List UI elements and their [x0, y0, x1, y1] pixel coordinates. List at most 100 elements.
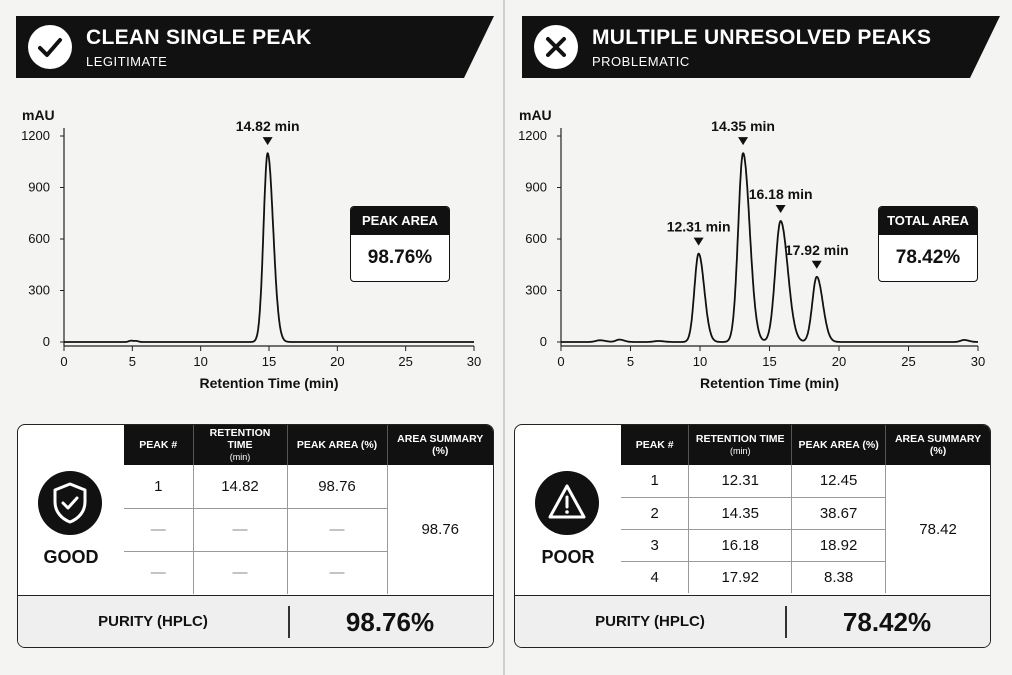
- column-header-area-summary: AREA SUMMARY (%): [387, 425, 493, 465]
- y-tick-label: 300: [28, 283, 50, 298]
- peak-marker: [738, 137, 749, 146]
- banner-background: [522, 16, 1000, 78]
- total-area-box: TOTAL AREA 78.42%: [878, 206, 978, 282]
- total-area-value: 78.42%: [895, 247, 961, 268]
- banner-title: MULTIPLE UNRESOLVED PEAKS: [592, 26, 932, 49]
- column-header-peak: PEAK #: [621, 425, 690, 465]
- signal-trace: [63, 152, 475, 343]
- x-tick-label: 0: [60, 354, 67, 369]
- y-tick-label: 1200: [21, 128, 50, 143]
- status-banner: CLEAN SINGLE PEAK LEGITIMATE: [16, 16, 494, 78]
- cell-peak-area: 18.92: [791, 529, 887, 562]
- y-tick-label: 0: [43, 334, 50, 349]
- cell-peak-area: 38.67: [791, 497, 887, 530]
- cell-peak-area: —: [287, 508, 388, 552]
- results-summary-card: GOOD PEAK # RETENTION TIME (min) PEAK ARE…: [17, 424, 494, 648]
- column-header-retention-time: RETENTION TIME (min): [688, 425, 793, 465]
- peak-table: PEAK # RETENTION TIME (min) PEAK AREA (%)…: [621, 425, 990, 593]
- purity-row: PURITY (HPLC) 98.76%: [18, 595, 493, 647]
- peak-area-box: PEAK AREA 98.76%: [350, 206, 450, 282]
- y-tick-label: 1200: [518, 128, 547, 143]
- peak-area-label: PEAK AREA: [351, 207, 449, 235]
- column-header-peak-area: PEAK AREA (%): [791, 425, 887, 465]
- peak-label: 14.82 min: [236, 118, 300, 134]
- status-banner: MULTIPLE UNRESOLVED PEAKS PROBLEMATIC: [522, 16, 1000, 78]
- column-header-retention-time: RETENTION TIME (min): [193, 425, 288, 465]
- purity-value: 78.42%: [842, 607, 932, 637]
- x-axis-label: Retention Time (min): [200, 375, 339, 391]
- table-row: — — —: [124, 551, 493, 594]
- x-tick-label: 10: [193, 354, 207, 369]
- rt-header-unit: (min): [729, 446, 751, 456]
- column-header-area-summary: AREA SUMMARY (%): [885, 425, 990, 465]
- table-header-row: PEAK # RETENTION TIME (min) PEAK AREA (%)…: [621, 425, 990, 465]
- y-tick-label: 900: [28, 180, 50, 195]
- banner-subtitle: PROBLEMATIC: [592, 54, 690, 69]
- table-row: 1 14.82 98.76 98.76: [124, 465, 493, 538]
- cell-area-summary: 98.76: [421, 521, 460, 538]
- table-row: 4 17.92 8.38: [621, 561, 990, 593]
- peak-label: 14.35 min: [711, 118, 775, 134]
- status-label: GOOD: [43, 547, 99, 567]
- y-axis-label: mAU: [22, 107, 55, 123]
- panel-divider: [503, 0, 505, 675]
- x-tick-label: 30: [467, 354, 481, 369]
- warning-icon: [535, 471, 599, 535]
- banner-subtitle: LEGITIMATE: [86, 54, 168, 69]
- status-label: POOR: [541, 547, 595, 567]
- status-indicator: GOOD: [18, 425, 124, 595]
- y-tick-label: 900: [525, 180, 547, 195]
- cell-retention-time: 17.92: [688, 561, 793, 593]
- results-summary-card: POOR PEAK # RETENTION TIME (min) PEAK ARE…: [514, 424, 991, 648]
- x-tick-label: 0: [557, 354, 564, 369]
- table-row: 3 16.18 18.92: [621, 529, 990, 562]
- cell-peak: 1: [124, 465, 194, 509]
- cell-peak: —: [124, 551, 194, 594]
- left-panel: CLEAN SINGLE PEAK LEGITIMATE 0 300 600 900 1…: [16, 16, 494, 648]
- cell-retention-time: —: [193, 551, 288, 594]
- y-tick-label: 600: [28, 231, 50, 246]
- chromatogram-chart: 0 300 600 900 1200 0 5 10 15 20 25 30 mAU Retention T…: [21, 107, 481, 391]
- cell-retention-time: —: [193, 508, 288, 552]
- peak-label: 17.92 min: [785, 242, 849, 258]
- x-tick-label: 25: [901, 354, 915, 369]
- cell-retention-time: 14.82: [193, 465, 288, 509]
- x-axis-label: Retention Time (min): [700, 375, 839, 391]
- peak-label: 16.18 min: [749, 186, 813, 202]
- y-tick-label: 300: [525, 283, 547, 298]
- table-header-row: PEAK # RETENTION TIME (min) PEAK AREA (%)…: [124, 425, 493, 465]
- peak-marker: [811, 260, 822, 269]
- x-tick-label: 10: [693, 354, 707, 369]
- cell-area-summary: 78.42: [919, 520, 957, 538]
- y-tick-label: 0: [540, 334, 547, 349]
- cell-peak: 3: [621, 529, 690, 562]
- column-header-peak-area: PEAK AREA (%): [287, 425, 388, 465]
- table-row: 2 14.35 38.67: [621, 497, 990, 530]
- purity-separator: [785, 606, 787, 638]
- y-tick-label: 600: [525, 231, 547, 246]
- peak-label: 12.31 min: [667, 219, 731, 235]
- purity-value: 98.76%: [345, 607, 435, 637]
- x-tick-label: 30: [971, 354, 985, 369]
- column-header-peak: PEAK #: [124, 425, 194, 465]
- purity-separator: [288, 606, 290, 638]
- peak-marker: [775, 204, 786, 213]
- peak-table: PEAK # RETENTION TIME (min) PEAK AREA (%)…: [124, 425, 493, 594]
- peak-marker: [693, 237, 704, 246]
- table-row: 1 12.31 12.45 78.42: [621, 465, 990, 538]
- y-axis-label: mAU: [519, 107, 552, 123]
- banner-background: [16, 16, 494, 78]
- table-row: — — —: [124, 508, 493, 552]
- cell-peak-area: 12.45: [791, 465, 887, 498]
- purity-label: PURITY (HPLC): [595, 613, 705, 630]
- rt-header-text: RETENTION TIME: [695, 433, 785, 445]
- right-panel: MULTIPLE UNRESOLVED PEAKS PROBLEMATIC 0 3…: [506, 0, 1012, 675]
- x-tick-label: 5: [129, 354, 136, 369]
- cell-peak-area: —: [287, 551, 388, 594]
- banner-title: CLEAN SINGLE PEAK: [86, 26, 312, 49]
- cell-retention-time: 14.35: [688, 497, 793, 530]
- x-tick-label: 15: [762, 354, 776, 369]
- x-tick-label: 5: [627, 354, 634, 369]
- cell-peak: 1: [621, 465, 690, 498]
- total-area-label: TOTAL AREA: [879, 207, 977, 235]
